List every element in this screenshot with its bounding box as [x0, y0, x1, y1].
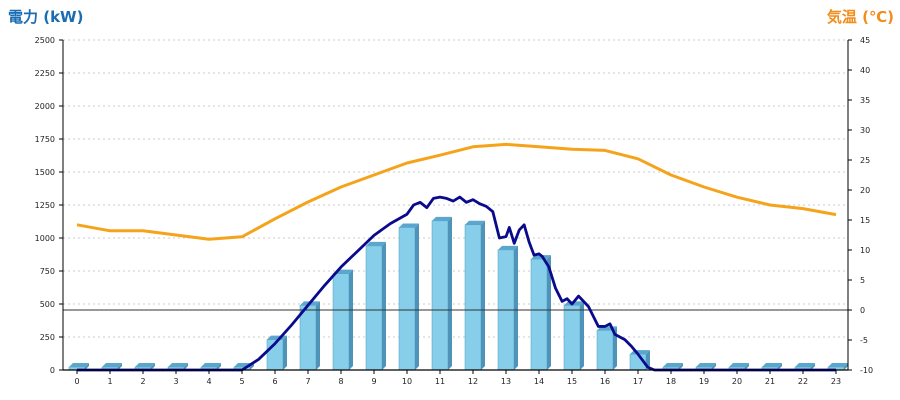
power-bar — [365, 241, 386, 371]
x-tick-label: 23 — [831, 377, 841, 386]
power-bar — [200, 363, 221, 371]
power-bar — [827, 363, 848, 371]
x-tick-label: 5 — [239, 377, 244, 386]
power-bar — [464, 220, 485, 371]
power-bar — [662, 363, 683, 371]
left-tick-label: 2500 — [35, 36, 55, 45]
left-tick-label: 1500 — [35, 168, 55, 177]
right-tick-label: 35 — [860, 96, 870, 105]
x-tick-label: 17 — [633, 377, 643, 386]
x-tick-label: 15 — [567, 377, 577, 386]
right-tick-label: -10 — [860, 366, 873, 375]
left-tick-label: 500 — [40, 300, 55, 309]
right-tick-label: 40 — [860, 66, 870, 75]
x-tick-label: 2 — [140, 377, 145, 386]
power-bar — [497, 245, 518, 371]
hourly-power-bars — [68, 216, 848, 371]
x-tick-label: 6 — [272, 377, 277, 386]
x-tick-label: 7 — [305, 377, 310, 386]
gridlines — [63, 39, 848, 338]
left-tick-label: 0 — [50, 366, 55, 375]
left-tick-label: 250 — [40, 333, 55, 342]
x-tick-label: 9 — [371, 377, 376, 386]
power-bar — [299, 301, 320, 371]
power-bar — [794, 363, 815, 371]
power-bar — [398, 223, 419, 371]
temperature-series — [76, 142, 837, 241]
power-bar — [530, 255, 551, 371]
power-bar — [596, 326, 617, 371]
left-tick-label: 1250 — [35, 201, 55, 210]
right-tick-label: 45 — [860, 36, 870, 45]
left-axis-title: 電力 (kW) — [8, 8, 83, 26]
left-tick-label: 1000 — [35, 234, 55, 243]
x-tick-label: 19 — [699, 377, 709, 386]
x-tick-label: 14 — [534, 377, 544, 386]
power-bar — [101, 363, 122, 371]
power-bar — [68, 363, 89, 371]
left-tick-label: 1750 — [35, 135, 55, 144]
power-bar — [332, 269, 353, 371]
x-tick-label: 18 — [666, 377, 676, 386]
power-bar — [695, 363, 716, 371]
power-bar — [431, 216, 452, 371]
x-tick-label: 8 — [338, 377, 343, 386]
x-tick-label: 4 — [206, 377, 211, 386]
x-tick-label: 3 — [173, 377, 178, 386]
x-tick-label: 20 — [732, 377, 742, 386]
x-tick-label: 16 — [600, 377, 610, 386]
right-tick-label: 0 — [860, 306, 865, 315]
power-bar — [563, 301, 584, 371]
x-tick-label: 1 — [107, 377, 112, 386]
x-tick-label: 13 — [501, 377, 511, 386]
right-tick-label: -5 — [860, 336, 868, 345]
left-tick-label: 2000 — [35, 102, 55, 111]
right-tick-label: 25 — [860, 156, 870, 165]
right-tick-label: 20 — [860, 186, 870, 195]
x-tick-label: 12 — [468, 377, 478, 386]
x-tick-label: 21 — [765, 377, 775, 386]
x-tick-label: 0 — [74, 377, 79, 386]
right-axis-title: 気温 (℃) — [827, 8, 894, 26]
power-series — [77, 195, 836, 372]
left-tick-label: 2250 — [35, 69, 55, 78]
power-bar — [761, 363, 782, 371]
right-tick-label: 30 — [860, 126, 870, 135]
right-tick-label: 5 — [860, 276, 865, 285]
x-tick-label: 10 — [402, 377, 412, 386]
right-tick-label: 15 — [860, 216, 870, 225]
tick-labels: 02505007501000125015001750200022502500-1… — [35, 36, 873, 386]
x-tick-label: 11 — [435, 377, 445, 386]
power-line — [77, 195, 836, 372]
right-tick-label: 10 — [860, 246, 870, 255]
left-tick-label: 750 — [40, 267, 55, 276]
x-tick-label: 22 — [798, 377, 808, 386]
temperature-line — [76, 142, 837, 241]
axes — [62, 40, 849, 371]
power-bar — [167, 363, 188, 371]
